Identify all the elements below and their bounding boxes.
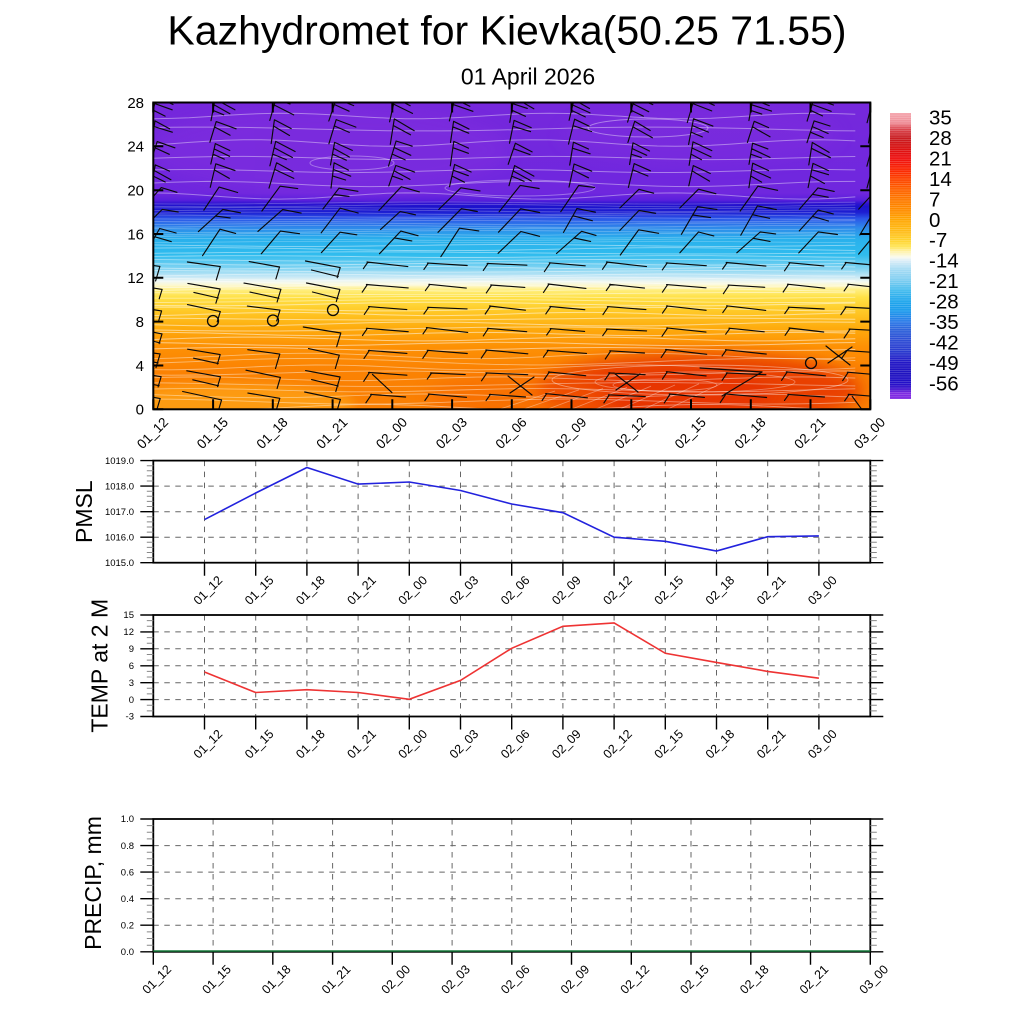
svg-text:02_09: 02_09 xyxy=(549,573,584,608)
svg-text:02_18: 02_18 xyxy=(703,573,738,608)
svg-text:01 April 2026: 01 April 2026 xyxy=(461,64,595,90)
svg-text:12: 12 xyxy=(127,270,144,287)
svg-text:14: 14 xyxy=(929,168,952,191)
svg-text:35: 35 xyxy=(929,107,952,130)
svg-text:02_15: 02_15 xyxy=(672,415,709,452)
svg-text:01_15: 01_15 xyxy=(199,962,234,997)
svg-text:01_21: 01_21 xyxy=(313,415,350,452)
svg-text:-28: -28 xyxy=(929,291,959,314)
svg-text:01_18: 01_18 xyxy=(293,727,328,762)
svg-text:-35: -35 xyxy=(929,311,959,334)
svg-text:02_12: 02_12 xyxy=(600,573,635,608)
svg-text:02_06: 02_06 xyxy=(498,727,533,762)
svg-text:0.4: 0.4 xyxy=(121,894,134,905)
svg-text:1018.0: 1018.0 xyxy=(105,481,134,492)
svg-text:-7: -7 xyxy=(929,229,947,252)
svg-text:01_15: 01_15 xyxy=(194,415,231,452)
svg-text:1015.0: 1015.0 xyxy=(105,558,134,569)
svg-text:03_00: 03_00 xyxy=(805,727,840,762)
svg-text:0.6: 0.6 xyxy=(121,867,134,878)
svg-text:01_21: 01_21 xyxy=(319,962,354,997)
svg-text:01_21: 01_21 xyxy=(344,573,379,608)
svg-text:-3: -3 xyxy=(126,712,134,723)
svg-text:02_03: 02_03 xyxy=(447,727,482,762)
svg-text:1017.0: 1017.0 xyxy=(105,507,134,518)
svg-text:01_12: 01_12 xyxy=(191,573,226,608)
svg-text:Kazhydromet for Kievka(50.25 7: Kazhydromet for Kievka(50.25 71.55) xyxy=(167,8,846,54)
svg-text:02_21: 02_21 xyxy=(797,962,832,997)
svg-text:01_15: 01_15 xyxy=(242,727,277,762)
svg-text:0: 0 xyxy=(136,402,144,419)
svg-text:1019.0: 1019.0 xyxy=(105,456,134,467)
svg-text:01_18: 01_18 xyxy=(293,573,328,608)
svg-text:01_12: 01_12 xyxy=(191,727,226,762)
svg-text:02_00: 02_00 xyxy=(379,962,414,997)
svg-text:0.0: 0.0 xyxy=(121,947,134,958)
svg-text:02_00: 02_00 xyxy=(396,727,431,762)
svg-text:02_09: 02_09 xyxy=(549,727,584,762)
svg-text:03_00: 03_00 xyxy=(805,573,840,608)
svg-text:6: 6 xyxy=(129,661,134,672)
svg-text:02_12: 02_12 xyxy=(618,962,653,997)
svg-text:16: 16 xyxy=(127,226,144,243)
svg-text:03_00: 03_00 xyxy=(857,962,892,997)
svg-text:PRECIP, mm: PRECIP, mm xyxy=(80,816,106,950)
svg-text:02_03: 02_03 xyxy=(433,415,470,452)
svg-text:0.8: 0.8 xyxy=(121,841,134,852)
svg-text:3: 3 xyxy=(129,678,134,689)
svg-text:02_03: 02_03 xyxy=(438,962,473,997)
svg-text:01_21: 01_21 xyxy=(344,727,379,762)
svg-text:21: 21 xyxy=(929,148,952,171)
svg-text:-21: -21 xyxy=(929,270,959,293)
svg-text:01_12: 01_12 xyxy=(134,415,171,452)
svg-text:1.0: 1.0 xyxy=(121,814,134,825)
svg-text:24: 24 xyxy=(127,139,144,156)
svg-text:4: 4 xyxy=(136,358,144,375)
svg-text:-14: -14 xyxy=(929,250,959,273)
svg-text:02_06: 02_06 xyxy=(498,962,533,997)
svg-text:02_21: 02_21 xyxy=(754,573,789,608)
svg-text:02_06: 02_06 xyxy=(498,573,533,608)
svg-text:02_15: 02_15 xyxy=(677,962,712,997)
svg-text:20: 20 xyxy=(127,183,144,200)
svg-text:9: 9 xyxy=(129,644,134,655)
svg-text:15: 15 xyxy=(123,610,134,621)
svg-text:TEMP at 2 M: TEMP at 2 M xyxy=(87,599,113,733)
svg-text:02_00: 02_00 xyxy=(373,415,410,452)
svg-text:12: 12 xyxy=(123,627,134,638)
svg-text:02_00: 02_00 xyxy=(396,573,431,608)
svg-text:-56: -56 xyxy=(929,372,959,395)
svg-text:8: 8 xyxy=(136,314,144,331)
svg-text:0: 0 xyxy=(929,209,940,232)
svg-text:28: 28 xyxy=(929,127,952,150)
svg-text:01_18: 01_18 xyxy=(259,962,294,997)
svg-text:0.2: 0.2 xyxy=(121,920,134,931)
svg-text:01_15: 01_15 xyxy=(242,573,277,608)
svg-text:02_15: 02_15 xyxy=(652,727,687,762)
svg-text:01_18: 01_18 xyxy=(254,415,291,452)
svg-text:03_00: 03_00 xyxy=(851,415,888,452)
svg-text:28: 28 xyxy=(127,95,144,112)
svg-text:-42: -42 xyxy=(929,331,959,354)
svg-text:02_18: 02_18 xyxy=(732,415,769,452)
svg-text:02_15: 02_15 xyxy=(652,573,687,608)
svg-text:02_06: 02_06 xyxy=(493,415,530,452)
svg-text:02_03: 02_03 xyxy=(447,573,482,608)
svg-text:PMSL: PMSL xyxy=(71,480,97,543)
svg-text:02_12: 02_12 xyxy=(612,415,649,452)
svg-text:0: 0 xyxy=(129,695,134,706)
svg-text:1016.0: 1016.0 xyxy=(105,532,134,543)
svg-text:01_12: 01_12 xyxy=(140,962,175,997)
svg-text:02_12: 02_12 xyxy=(600,727,635,762)
svg-text:02_18: 02_18 xyxy=(737,962,772,997)
svg-text:02_09: 02_09 xyxy=(558,962,593,997)
svg-text:02_18: 02_18 xyxy=(703,727,738,762)
svg-text:02_21: 02_21 xyxy=(754,727,789,762)
svg-text:-49: -49 xyxy=(929,352,959,375)
svg-text:02_09: 02_09 xyxy=(552,415,589,452)
svg-text:02_21: 02_21 xyxy=(791,415,828,452)
svg-text:7: 7 xyxy=(929,188,940,211)
